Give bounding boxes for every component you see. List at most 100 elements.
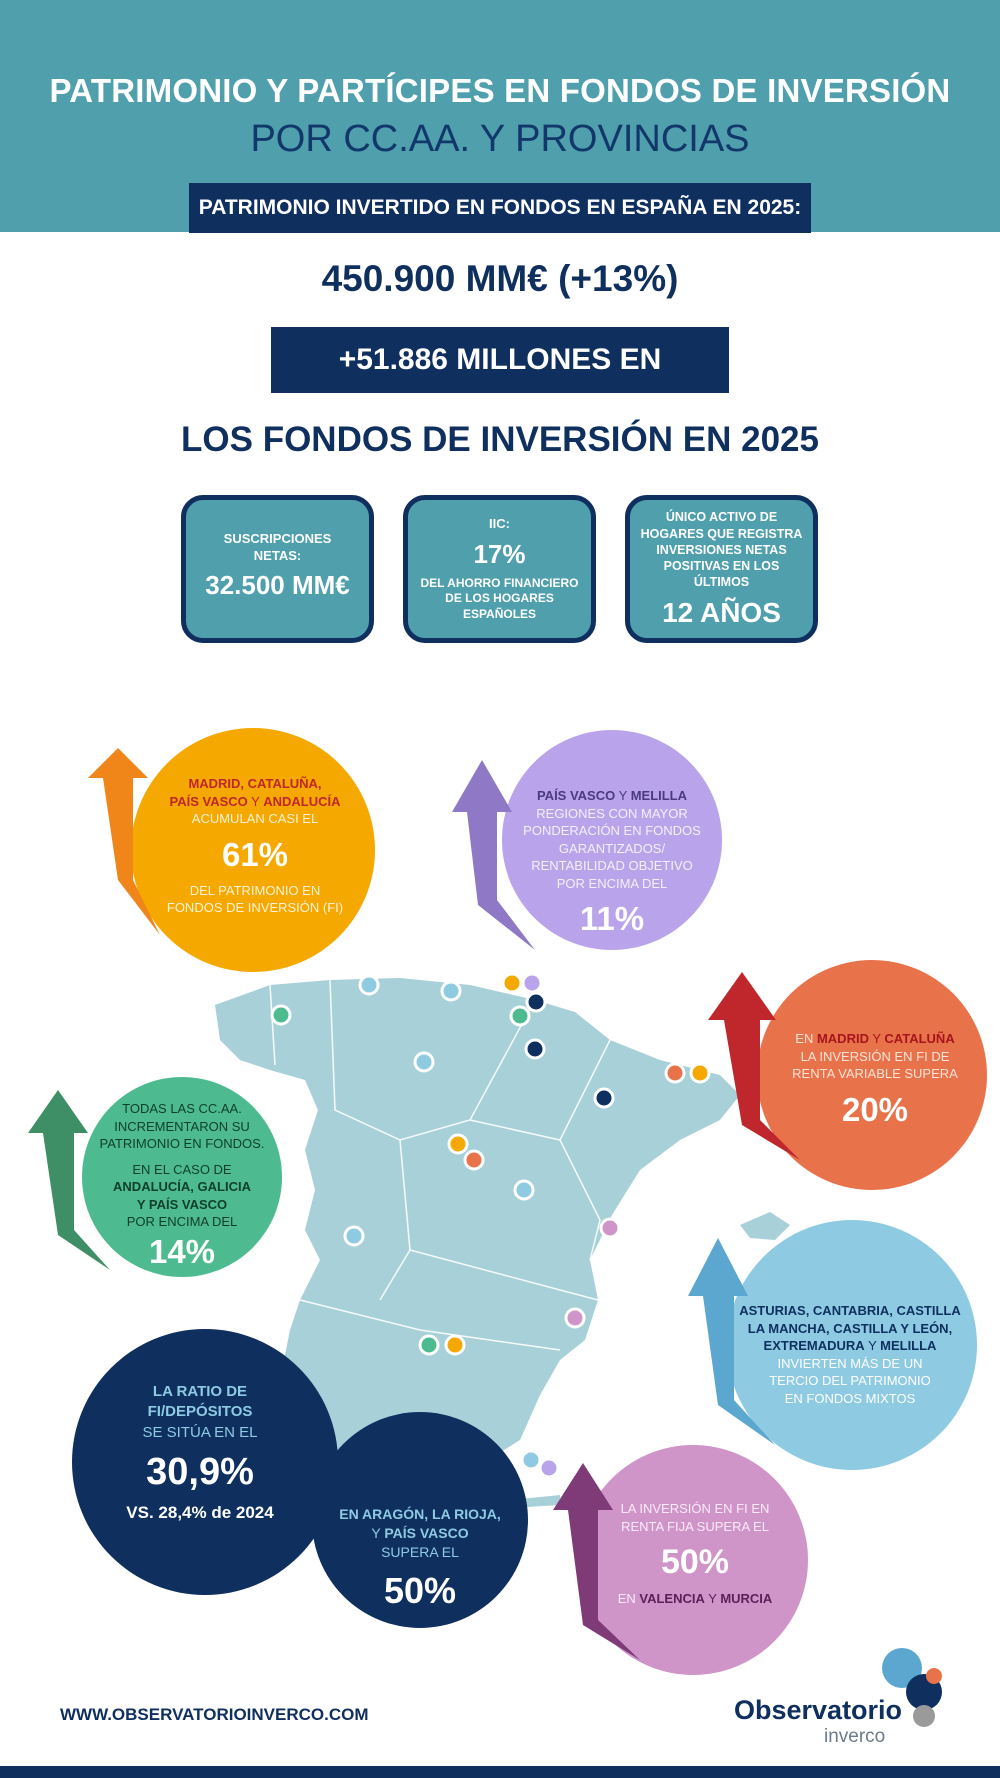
bubble-line: RENTA FIJA SUPERA EL (621, 1518, 769, 1534)
map-pin (664, 1062, 686, 1084)
region-name: EXTREMADURA (763, 1338, 865, 1354)
kpi-suscripciones: SUSCRIPCIONES NETAS: 32.500 MM€ (181, 495, 374, 643)
map-pin (593, 1087, 615, 1109)
map-pin (520, 1449, 542, 1471)
map-pin (501, 972, 523, 994)
bubble-lilac-text: PAÍS VASCO Y MELILLA REGIONES CON MAYOR … (512, 787, 712, 946)
map-pin (509, 1005, 531, 1027)
region-name: MELILLA (880, 1338, 937, 1354)
arrow-pink (553, 1463, 640, 1660)
balearic-islands (740, 1212, 790, 1240)
bubble-line: RENTABILIDAD OBJETIVO (531, 858, 693, 874)
bubble-line: EN EL CASO DE (132, 1161, 232, 1177)
map-pin (444, 1334, 466, 1356)
region-name: MELILLA (630, 788, 688, 803)
kpi-iic: IIC: 17% DEL AHORRO FINANCIERO DE LOS HO… (403, 495, 596, 643)
region-name: ASTURIAS, CANTABRIA, CASTILLA (739, 1303, 961, 1318)
headline-amount: 450.900 MM€ (+13%) (321, 258, 679, 299)
kpi-value: 12 AÑOS (662, 596, 781, 628)
region-name: MURCIA (720, 1591, 773, 1607)
map-pin (447, 1133, 469, 1155)
bubble-value: 20% (841, 1090, 909, 1128)
kpi-unico-activo: ÚNICO ACTIVO DE HOGARES QUE REGISTRA INV… (625, 495, 818, 643)
region-name: EN ARAGÓN, LA RIOJA, (339, 1506, 501, 1522)
bubble-navy (72, 1329, 338, 1595)
bubble-orange-text: EN MADRID Y CATALUÑA LA INVERSIÓN EN FI … (770, 1030, 980, 1137)
map-pin (440, 980, 462, 1002)
observatorio-logo (882, 1648, 942, 1727)
bubble-lightblue (727, 1220, 977, 1470)
map-pin (270, 1004, 292, 1026)
map-pin (418, 1334, 440, 1356)
region-name: CATALUÑA (884, 1031, 955, 1046)
bubble-value: 61% (221, 835, 289, 873)
bubble-line: PATRIMONIO EN FONDOS. (99, 1136, 265, 1152)
bubble-line: POR ENCIMA DEL (126, 1214, 238, 1230)
bubble-line: PONDERACIÓN EN FONDOS (523, 823, 701, 839)
bubble-regions: MADRID, CATALUÑA, (188, 776, 322, 791)
conjunction: Y (872, 1031, 881, 1046)
bubble-line: FI/DEPÓSITOS (147, 1403, 253, 1421)
bubble-value: 50% (383, 1569, 457, 1611)
bubble-line: LA INVERSIÓN EN FI DE (800, 1048, 950, 1064)
kpi-value: 17% (473, 538, 526, 569)
region-name: ANDALUCÍA, GALICIA (113, 1179, 251, 1195)
bubble-pink-text: LA INVERSIÓN EN FI EN RENTA FIJA SUPERA … (600, 1500, 790, 1608)
map-pin (463, 1149, 485, 1171)
bubble-green (82, 1077, 282, 1277)
banner-patrimonio: PATRIMONIO INVERTIDO EN FONDOS EN ESPAÑA… (189, 183, 811, 233)
map-pin (521, 972, 543, 994)
page-title: PATRIMONIO Y PARTÍCIPES EN FONDOS DE INV… (49, 72, 951, 109)
bubble-green-text: TODAS LAS CC.AA. INCREMENTARON SU PATRIM… (82, 1100, 282, 1273)
website-link[interactable]: WWW.OBSERVATORIOINVERCO.COM (60, 1705, 369, 1724)
region-name: PAÍS VASCO (384, 1524, 469, 1541)
bubble-line: RENTA VARIABLE SUPERA (792, 1066, 958, 1082)
bubble-line: INCREMENTARON SU (114, 1118, 250, 1134)
bubble-line: SUPERA EL (381, 1543, 459, 1560)
map-pin (689, 1062, 711, 1084)
kpi-label: ÚNICO ACTIVO DE HOGARES QUE REGISTRA INV… (640, 510, 803, 590)
bubble-line: GARANTIZADOS/ (558, 840, 666, 856)
bubble-navy2-text: EN ARAGÓN, LA RIOJA, Y PAÍS VASCO SUPERA… (320, 1505, 520, 1620)
arrow-lilac (452, 760, 535, 950)
bubble-yellow (131, 728, 375, 972)
map-pin (524, 1038, 546, 1060)
bubble-line: FONDOS DE INVERSIÓN (FI) (166, 900, 344, 916)
map-pin (538, 1457, 560, 1479)
bubble-regions-line: PAÍS VASCO Y MELILLA (512, 787, 712, 805)
bubble-navy-text: LA RATIO DE FI/DEPÓSITOS SE SITÚA EN EL … (100, 1382, 300, 1525)
page-subtitle: POR CC.AA. Y PROVINCIAS (250, 118, 750, 160)
bubble-regions-line: EN VALENCIA Y MURCIA (600, 1590, 790, 1608)
bubble-line: DEL PATRIMONIO EN (189, 882, 321, 898)
map-pin (564, 1307, 586, 1329)
region-name: PAÍS VASCO (169, 793, 248, 809)
kpi-label: IIC: (489, 515, 510, 531)
bubble-line: VS. 28,4% de 2024 (126, 1502, 274, 1522)
region-name: VALENCIA (639, 1591, 705, 1607)
region-name: MADRID (816, 1031, 869, 1046)
region-name: PAÍS VASCO (536, 788, 616, 803)
arrow-yellow (88, 748, 160, 935)
map-pin (513, 1179, 535, 1201)
conjunction: Y (251, 793, 260, 809)
bubble-line: LA RATIO DE (152, 1383, 248, 1400)
bubble-line: EN FONDOS MIXTOS (784, 1390, 916, 1406)
region-name: LA MANCHA, CASTILLA Y LEÓN, (747, 1320, 953, 1336)
bubble-lightblue-text: ASTURIAS, CANTABRIA, CASTILLA LA MANCHA,… (730, 1302, 970, 1407)
map-pin (413, 1051, 435, 1073)
bubble-value: 30,9% (146, 1450, 254, 1493)
bubble-yellow-text: MADRID, CATALUÑA, PAÍS VASCO Y ANDALUCÍA… (150, 775, 360, 917)
bubble-value: 50% (660, 1543, 730, 1582)
bubble-line: REGIONES CON MAYOR (536, 805, 688, 821)
region-name: Y PAÍS VASCO (136, 1196, 228, 1212)
bubble-line: TERCIO DEL PATRIMONIO (769, 1373, 931, 1389)
map-pin (343, 1225, 365, 1247)
brand-name: Observatorio (734, 1695, 903, 1725)
section-title: LOS FONDOS DE INVERSIÓN EN 2025 (181, 420, 819, 459)
arrow-lightblue (688, 1238, 775, 1445)
arrow-green (28, 1090, 110, 1270)
bubble-line: EN (795, 1031, 814, 1046)
bubble-line: LA INVERSIÓN EN FI EN (620, 1501, 770, 1516)
conjunction: Y (868, 1338, 877, 1354)
conjunction: Y (708, 1591, 717, 1607)
